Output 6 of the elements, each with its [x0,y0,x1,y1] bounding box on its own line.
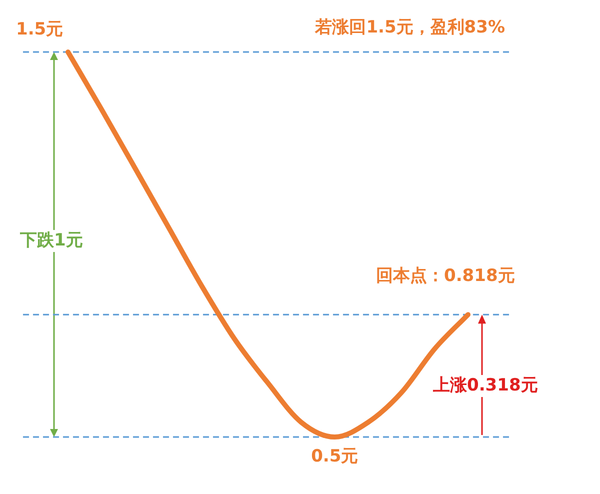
annotation: 上涨0.318元 [432,375,538,396]
annotation: 下跌1元 [19,230,83,250]
text: 若涨回1.5元，盈利83% [314,17,506,38]
data-label: 0.5元 [311,446,358,466]
data-label: 1.5元 [16,19,64,40]
data-label: 回本点：0.818元 [376,266,515,286]
